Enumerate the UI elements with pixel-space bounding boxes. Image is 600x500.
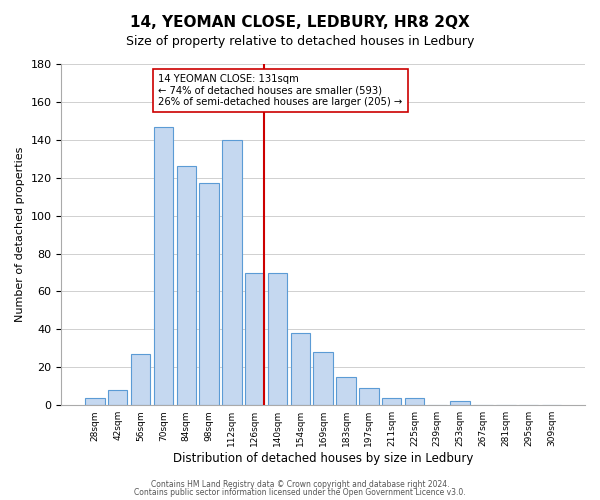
Y-axis label: Number of detached properties: Number of detached properties bbox=[15, 147, 25, 322]
Bar bbox=[290, 333, 310, 405]
Bar bbox=[451, 402, 470, 405]
Bar bbox=[222, 140, 242, 405]
Text: Contains HM Land Registry data © Crown copyright and database right 2024.: Contains HM Land Registry data © Crown c… bbox=[151, 480, 449, 489]
Bar bbox=[199, 184, 219, 405]
Bar bbox=[131, 354, 150, 405]
Bar bbox=[176, 166, 196, 405]
Bar bbox=[245, 272, 265, 405]
Bar bbox=[268, 272, 287, 405]
Text: 14, YEOMAN CLOSE, LEDBURY, HR8 2QX: 14, YEOMAN CLOSE, LEDBURY, HR8 2QX bbox=[130, 15, 470, 30]
Text: Size of property relative to detached houses in Ledbury: Size of property relative to detached ho… bbox=[126, 35, 474, 48]
Bar bbox=[382, 398, 401, 405]
Bar bbox=[313, 352, 333, 405]
Text: 14 YEOMAN CLOSE: 131sqm
← 74% of detached houses are smaller (593)
26% of semi-d: 14 YEOMAN CLOSE: 131sqm ← 74% of detache… bbox=[158, 74, 403, 108]
Bar bbox=[359, 388, 379, 405]
X-axis label: Distribution of detached houses by size in Ledbury: Distribution of detached houses by size … bbox=[173, 452, 473, 465]
Text: Contains public sector information licensed under the Open Government Licence v3: Contains public sector information licen… bbox=[134, 488, 466, 497]
Bar bbox=[108, 390, 127, 405]
Bar bbox=[337, 377, 356, 405]
Bar bbox=[154, 126, 173, 405]
Bar bbox=[405, 398, 424, 405]
Bar bbox=[85, 398, 104, 405]
